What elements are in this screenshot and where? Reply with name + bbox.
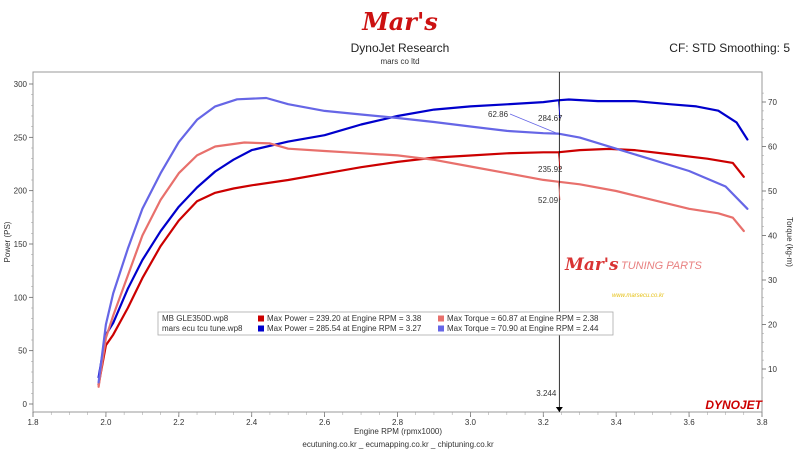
y-right-tick-label: 10 bbox=[768, 365, 777, 374]
y-right-tick-label: 60 bbox=[768, 143, 777, 152]
y-right-tick-label: 40 bbox=[768, 232, 777, 241]
dynojet-logo: DYNOJET bbox=[705, 398, 763, 412]
series-line bbox=[97, 141, 745, 388]
x-tick-label: 2.8 bbox=[392, 418, 404, 427]
legend-power-2: Max Power = 285.54 at Engine RPM = 3.27 bbox=[267, 324, 422, 333]
x-tick-label: 2.4 bbox=[246, 418, 258, 427]
legend-swatch bbox=[258, 325, 264, 332]
series-line bbox=[97, 96, 749, 384]
x-axis: 1.8 2.0 2.2 2.4 2.6 2.8 3.0 3.2 3.4 3.6 3.8 bbox=[27, 412, 768, 427]
cursor-pointer bbox=[509, 113, 559, 135]
cursor-pointer bbox=[557, 152, 561, 170]
x-tick-label: 3.0 bbox=[465, 418, 477, 427]
x-tick-label: 1.8 bbox=[27, 418, 39, 427]
x-tick-label: 2.2 bbox=[173, 418, 185, 427]
legend-torque-2: Max Torque = 70.90 at Engine RPM = 2.44 bbox=[447, 324, 599, 333]
x-tick-label: 3.2 bbox=[538, 418, 550, 427]
plot-frame bbox=[32, 71, 763, 413]
legend-swatch bbox=[438, 315, 444, 322]
cursor-value-blue-torque: 62.86 bbox=[488, 110, 509, 119]
y-left-tick-label: 100 bbox=[14, 293, 28, 302]
y-axis-right: 10 20 30 40 50 60 70 bbox=[762, 92, 777, 379]
chart-title: DynoJet Research bbox=[351, 41, 450, 55]
footer-sites: ecutuning.co.kr _ ecumapping.co.kr _ chi… bbox=[302, 440, 494, 449]
y-axis-right-label: Torque (kg-m) bbox=[785, 217, 794, 267]
y-left-tick-label: 250 bbox=[14, 133, 28, 142]
watermark-url: www.marsecu.co.kr bbox=[612, 293, 665, 299]
x-tick-label: 2.6 bbox=[319, 418, 331, 427]
chart-subtitle: mars co ltd bbox=[380, 57, 419, 66]
y-left-tick-label: 300 bbox=[14, 80, 28, 89]
cursor-value-red-power: 235.92 bbox=[538, 165, 563, 174]
y-right-tick-label: 70 bbox=[768, 98, 777, 107]
y-right-tick-label: 30 bbox=[768, 276, 777, 285]
y-left-tick-label: 150 bbox=[14, 240, 28, 249]
legend-power-1: Max Power = 239.20 at Engine RPM = 3.38 bbox=[267, 314, 422, 323]
x-tick-label: 3.4 bbox=[611, 418, 623, 427]
cursor-pointer bbox=[557, 100, 561, 119]
x-tick-label: 3.6 bbox=[684, 418, 696, 427]
x-tick-label: 2.0 bbox=[100, 418, 112, 427]
mars-logo: Mar's bbox=[361, 7, 438, 36]
watermark-text: TUNING PARTS bbox=[621, 260, 703, 272]
cursor-arrow-icon bbox=[555, 407, 563, 412]
y-left-tick-label: 200 bbox=[14, 187, 28, 196]
legend-file-1: MB GLE350D.wp8 bbox=[162, 314, 229, 323]
watermark-logo: Mar's bbox=[564, 255, 619, 275]
series-lines bbox=[97, 96, 749, 388]
legend-swatch bbox=[438, 325, 444, 332]
legend-swatch bbox=[258, 315, 264, 322]
legend-file-2: mars ecu tcu tune.wp8 bbox=[162, 324, 243, 333]
cursor-values: 284.67 235.92 62.86 52.09 bbox=[488, 100, 563, 205]
cursor-label: 3.244 bbox=[536, 389, 557, 398]
legend-torque-1: Max Torque = 60.87 at Engine RPM = 2.38 bbox=[447, 314, 599, 323]
series-line bbox=[97, 147, 745, 386]
legend-box bbox=[157, 311, 614, 336]
series-line bbox=[97, 98, 749, 379]
y-left-tick-label: 50 bbox=[18, 347, 27, 356]
cursor-value-red-torque: 52.09 bbox=[538, 196, 559, 205]
correction-info: CF: STD Smoothing: 5 bbox=[669, 41, 790, 55]
y-right-tick-label: 50 bbox=[768, 187, 777, 196]
y-axis-left-label: Power (PS) bbox=[3, 221, 12, 262]
y-right-tick-label: 20 bbox=[768, 321, 777, 330]
watermark: Mar's TUNING PARTS www.marsecu.co.kr bbox=[564, 255, 703, 299]
cursor-pointer bbox=[557, 181, 561, 201]
y-axis-left: 0 50 100 150 200 250 300 bbox=[14, 80, 33, 409]
legend: MB GLE350D.wp8 Max Power = 239.20 at Eng… bbox=[157, 311, 614, 336]
x-tick-label: 3.8 bbox=[756, 418, 768, 427]
x-axis-label: Engine RPM (rpmx1000) bbox=[354, 427, 442, 436]
y-left-tick-label: 0 bbox=[23, 400, 28, 409]
cursor-value-blue-power: 284.67 bbox=[538, 114, 563, 123]
